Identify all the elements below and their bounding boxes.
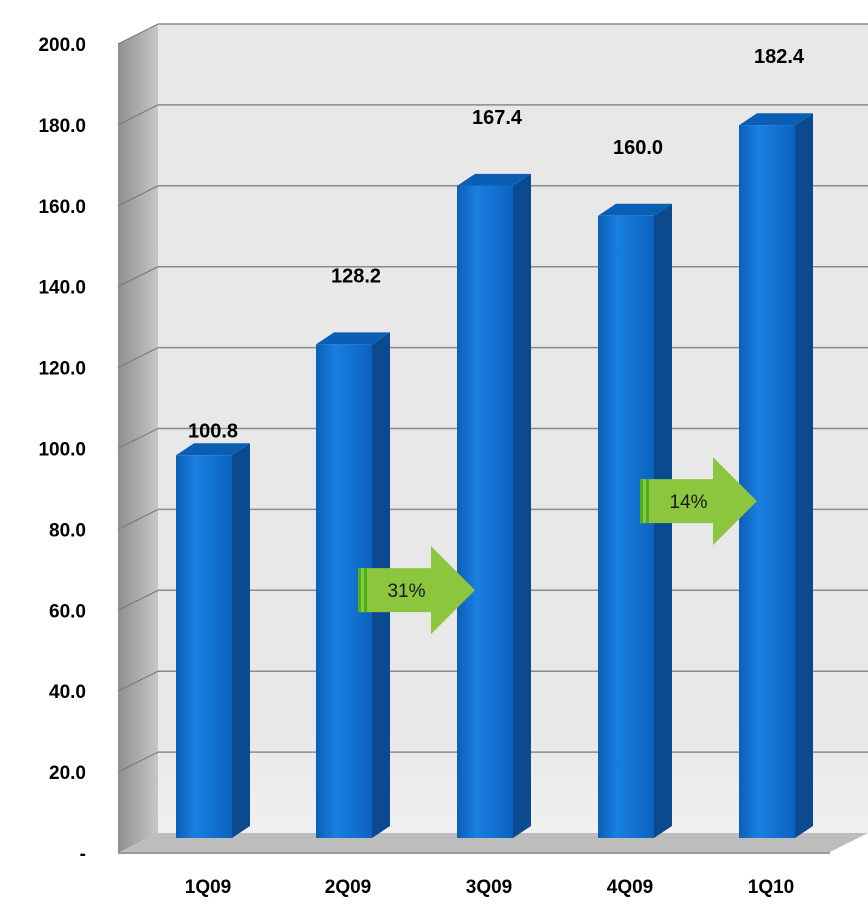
arrow-stripe: [358, 568, 361, 613]
gridline-wall: [117, 670, 159, 692]
y-tick-label: 80.0: [49, 520, 86, 541]
gridline-wall: [117, 23, 159, 45]
gridline-wall: [117, 104, 159, 126]
y-tick-label: 160.0: [38, 197, 86, 218]
x-tick-label: 1Q09: [185, 877, 231, 898]
y-tick-label: 40.0: [49, 682, 86, 703]
bar: [739, 113, 813, 838]
bars: [176, 113, 813, 839]
growth-label: 14%: [669, 492, 707, 513]
x-tick-label: 4Q09: [607, 877, 653, 898]
bar-front: [739, 125, 795, 838]
growth-arrow: 14%: [640, 457, 757, 546]
data-label: 167.4: [472, 107, 523, 129]
y-tick-label: 200.0: [38, 35, 86, 56]
gridline-wall: [117, 508, 159, 530]
x-axis-tick-labels: 1Q09 2Q09 3Q09 4Q09 1Q10: [185, 877, 794, 898]
bar-front: [176, 455, 232, 838]
y-tick-label: 20.0: [49, 763, 86, 784]
data-label: 100.8: [188, 420, 238, 442]
bar-top: [176, 443, 250, 456]
gridline-wall: [117, 347, 159, 369]
y-tick-label: 180.0: [38, 116, 86, 137]
x-tick-label: 1Q10: [748, 877, 794, 898]
x-tick-label: 3Q09: [466, 877, 512, 898]
arrow-shape: [640, 457, 757, 546]
bar-top: [739, 113, 813, 126]
gridline-wall: [117, 427, 159, 450]
floor: [118, 833, 868, 853]
y-tick-label: 120.0: [38, 359, 86, 380]
growth-arrow: 31%: [358, 546, 475, 635]
bar-top: [457, 173, 531, 186]
y-tick-label: 60.0: [49, 601, 86, 622]
data-label: 128.2: [331, 265, 381, 287]
y-tick-label: -: [80, 844, 86, 865]
bar: [176, 443, 250, 838]
arrow-stripe: [364, 568, 367, 613]
data-label: 182.4: [754, 46, 805, 68]
bar-front: [598, 215, 654, 839]
bar-side: [513, 173, 531, 838]
y-axis-tick-labels: - 20.0 40.0 60.0 80.0 100.0 120.0 140.0 160.0 180…: [38, 35, 86, 865]
bar-top: [598, 203, 672, 216]
gridline-wall: [117, 751, 159, 773]
growth-label: 31%: [387, 581, 425, 602]
data-label: 160.0: [613, 137, 663, 159]
bar-side: [795, 113, 813, 838]
gridline-wall: [117, 589, 159, 611]
data-labels: 100.8 128.2 167.4 160.0 182.4: [188, 46, 805, 442]
y-tick-label: 100.0: [38, 440, 86, 461]
x-tick-label: 2Q09: [325, 877, 371, 898]
arrow-shape: [358, 546, 475, 635]
bar: [457, 173, 531, 838]
arrow-stripe: [640, 479, 643, 524]
bar-front: [457, 185, 513, 838]
arrow-stripe: [646, 479, 649, 524]
bar-side: [232, 443, 250, 838]
gridline-wall: [117, 266, 159, 288]
bar-top: [316, 332, 390, 345]
y-tick-label: 140.0: [38, 278, 86, 299]
gridline-wall: [117, 185, 159, 207]
growth-arrows: 31% 14%: [358, 457, 757, 635]
